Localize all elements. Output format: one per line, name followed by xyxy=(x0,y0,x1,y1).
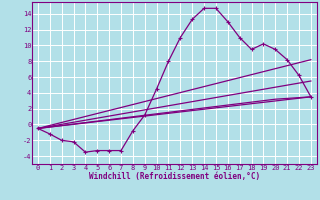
X-axis label: Windchill (Refroidissement éolien,°C): Windchill (Refroidissement éolien,°C) xyxy=(89,172,260,181)
